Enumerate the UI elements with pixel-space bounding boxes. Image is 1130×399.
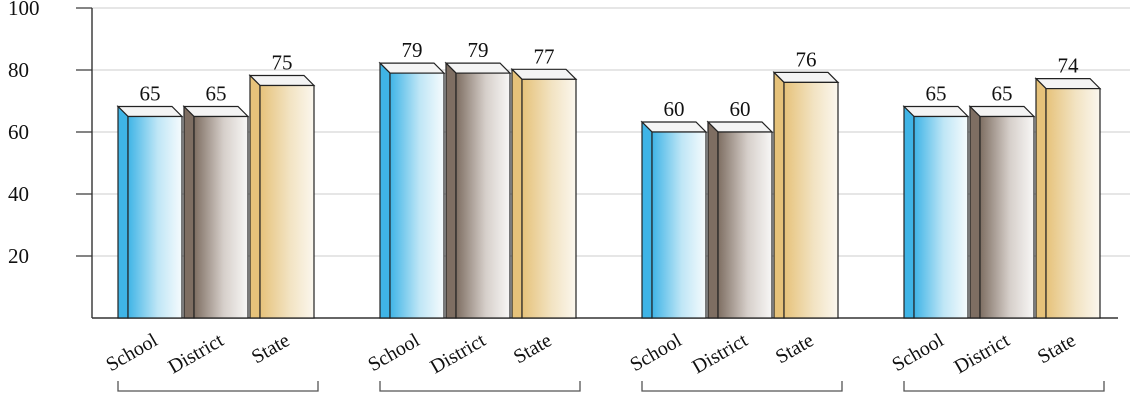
data-label: 79 (468, 38, 489, 62)
category-label: District (427, 329, 490, 378)
category-label: District (951, 329, 1014, 378)
bar-district (444, 61, 512, 319)
category-label: State (248, 329, 294, 368)
bars (116, 61, 1102, 319)
bar-state (772, 70, 840, 319)
bar-school (116, 105, 184, 319)
bar-district (182, 105, 250, 319)
bar-school (902, 105, 970, 319)
bar-school (378, 61, 446, 319)
y-tick-label: 40 (8, 182, 29, 206)
y-tick-label: 100 (8, 0, 40, 20)
category-label: District (165, 329, 228, 378)
data-label: 74 (1058, 54, 1080, 78)
category-label: School (364, 329, 423, 376)
group-bracket (641, 381, 843, 392)
bar-district (968, 105, 1036, 319)
category-label: School (102, 329, 161, 376)
category-label: School (888, 329, 947, 376)
data-label: 75 (272, 51, 293, 75)
bar-state (1034, 77, 1102, 319)
category-label: District (689, 329, 752, 378)
bar-district (706, 120, 774, 319)
y-tick-label: 60 (8, 120, 29, 144)
category-label: School (626, 329, 685, 376)
data-label: 76 (796, 47, 817, 71)
group-bracket (903, 381, 1105, 392)
data-label: 65 (206, 82, 227, 106)
category-label: State (1034, 329, 1080, 368)
group-bracket (117, 381, 319, 392)
data-label: 65 (140, 82, 161, 106)
bar-state (510, 67, 578, 319)
data-label: 65 (926, 82, 947, 106)
bar-school (640, 120, 708, 319)
group-bracket (379, 381, 581, 392)
category-label: State (772, 329, 818, 368)
data-label: 65 (992, 82, 1013, 106)
data-label: 77 (534, 44, 555, 68)
category-label: State (510, 329, 556, 368)
bar-state (248, 74, 316, 319)
y-tick-label: 20 (8, 244, 29, 268)
data-label: 60 (664, 97, 685, 121)
y-tick-label: 80 (8, 58, 29, 82)
data-label: 60 (730, 97, 751, 121)
data-label: 79 (402, 38, 423, 62)
